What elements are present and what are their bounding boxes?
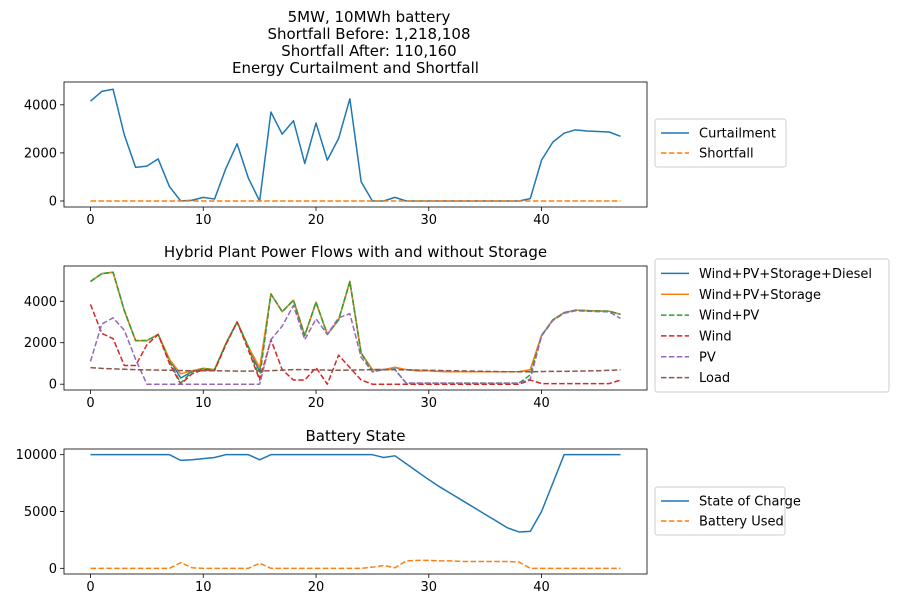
legend-box (654, 258, 890, 393)
x-tick-label: 20 (308, 580, 325, 595)
series-line-wind (89, 304, 621, 385)
legend: State of Charge Battery Used (654, 486, 801, 536)
x-tick-label: 30 (421, 580, 438, 595)
series-line-wind-pv-storage (90, 271, 621, 375)
series-line-pv (89, 304, 621, 385)
legend-label: Battery Used (699, 515, 784, 530)
chart-title: Battery State (306, 427, 406, 445)
x-tick-label: 0 (86, 580, 94, 595)
chart-panel-3: Battery State 0 10 20 30 40 0 5000 10000 State of… (16, 427, 801, 595)
y-tick-label: 4000 (24, 295, 57, 310)
series-line-battery-used (90, 559, 621, 570)
y-tick-label: 10000 (16, 448, 57, 463)
x-tick-label: 10 (195, 396, 212, 411)
legend-label: Load (699, 371, 730, 386)
legend-label: Shortfall (699, 147, 754, 162)
legend: Curtailment Shortfall (654, 118, 787, 168)
x-tick-label: 40 (533, 396, 550, 411)
x-tick-label: 20 (308, 213, 325, 228)
x-tick-label: 0 (86, 396, 94, 411)
legend-box (654, 118, 787, 168)
figure-title-line: Shortfall After: 110,160 (281, 42, 456, 60)
figure-title: 5MW, 10MWh battery Shortfall Before: 1,2… (267, 8, 470, 60)
series-line-load (90, 366, 621, 373)
x-tick-label: 30 (421, 213, 438, 228)
x-tick-label: 10 (195, 580, 212, 595)
series-line-state-of-charge (90, 453, 621, 533)
legend-label: State of Charge (699, 495, 801, 510)
y-tick-label: 0 (49, 194, 57, 209)
series-line-curtailment (90, 88, 621, 202)
y-tick-label: 2000 (24, 146, 57, 161)
x-tick-label: 30 (421, 396, 438, 411)
chart-panel-2: Hybrid Plant Power Flows with and withou… (24, 243, 890, 411)
chart-title: Energy Curtailment and Shortfall (232, 59, 479, 77)
x-tick-label: 40 (533, 213, 550, 228)
plot-frame (63, 81, 648, 208)
chart-panel-1: Energy Curtailment and Shortfall 0 10 20 30 4… (24, 59, 787, 228)
figure-title-line: Shortfall Before: 1,218,108 (267, 25, 470, 43)
y-tick-label: 4000 (24, 98, 57, 113)
figure-title-line: 5MW, 10MWh battery (288, 8, 451, 26)
y-tick-label: 0 (49, 378, 57, 393)
series-line-wind-pv (90, 271, 621, 384)
legend-label: Curtailment (699, 127, 776, 142)
x-tick-label: 40 (533, 580, 550, 595)
x-tick-label: 0 (86, 213, 94, 228)
y-tick-label: 5000 (24, 505, 57, 520)
legend-box (654, 486, 786, 536)
legend-label: PV (699, 350, 716, 365)
y-tick-label: 0 (49, 562, 57, 577)
legend-label: Wind (699, 329, 732, 344)
legend-label: Wind+PV+Storage (699, 288, 821, 303)
x-tick-label: 20 (308, 396, 325, 411)
y-tick-label: 2000 (24, 336, 57, 351)
legend-label: Wind+PV+Storage+Diesel (699, 267, 872, 282)
legend-label: Wind+PV (699, 309, 759, 324)
plot-frame (63, 265, 648, 391)
chart-title: Hybrid Plant Power Flows with and withou… (164, 243, 547, 261)
x-tick-label: 10 (195, 213, 212, 228)
legend: Wind+PV+Storage+Diesel Wind+PV+Storage Win… (654, 258, 890, 393)
